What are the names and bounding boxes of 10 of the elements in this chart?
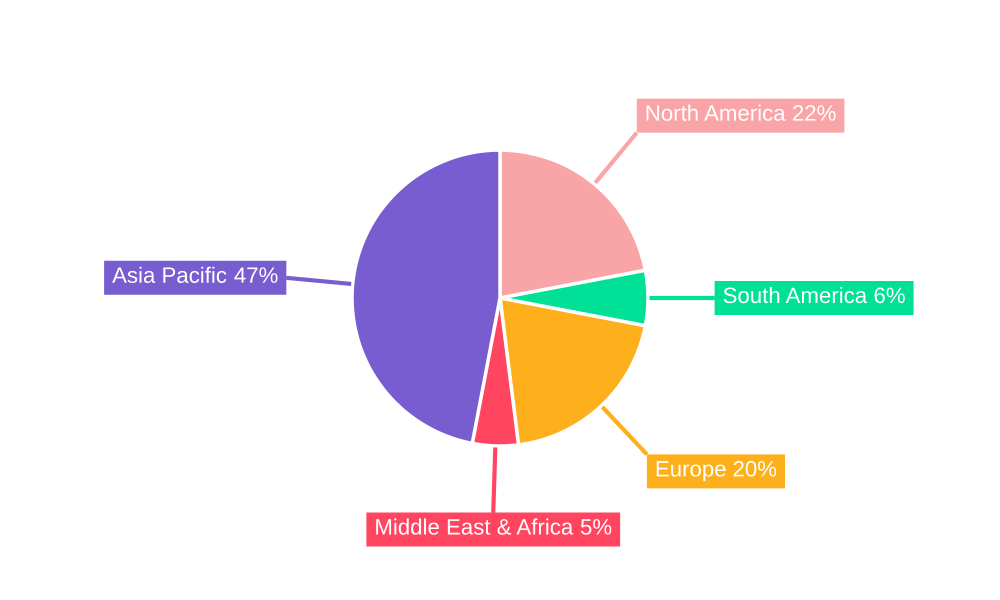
data-label: 6% bbox=[874, 287, 905, 304]
slice-label: Europe bbox=[656, 461, 726, 482]
slice-label: North America bbox=[646, 104, 786, 121]
slice-label: South America bbox=[724, 286, 868, 304]
data-label: 20% bbox=[734, 460, 776, 477]
slice-label: Asia Pacific bbox=[112, 266, 226, 284]
slice-label: Middle East & Africa bbox=[376, 518, 574, 535]
data-label: 22% bbox=[793, 105, 836, 121]
data-label: 47% bbox=[234, 267, 278, 283]
data-label: 5% bbox=[580, 519, 612, 535]
